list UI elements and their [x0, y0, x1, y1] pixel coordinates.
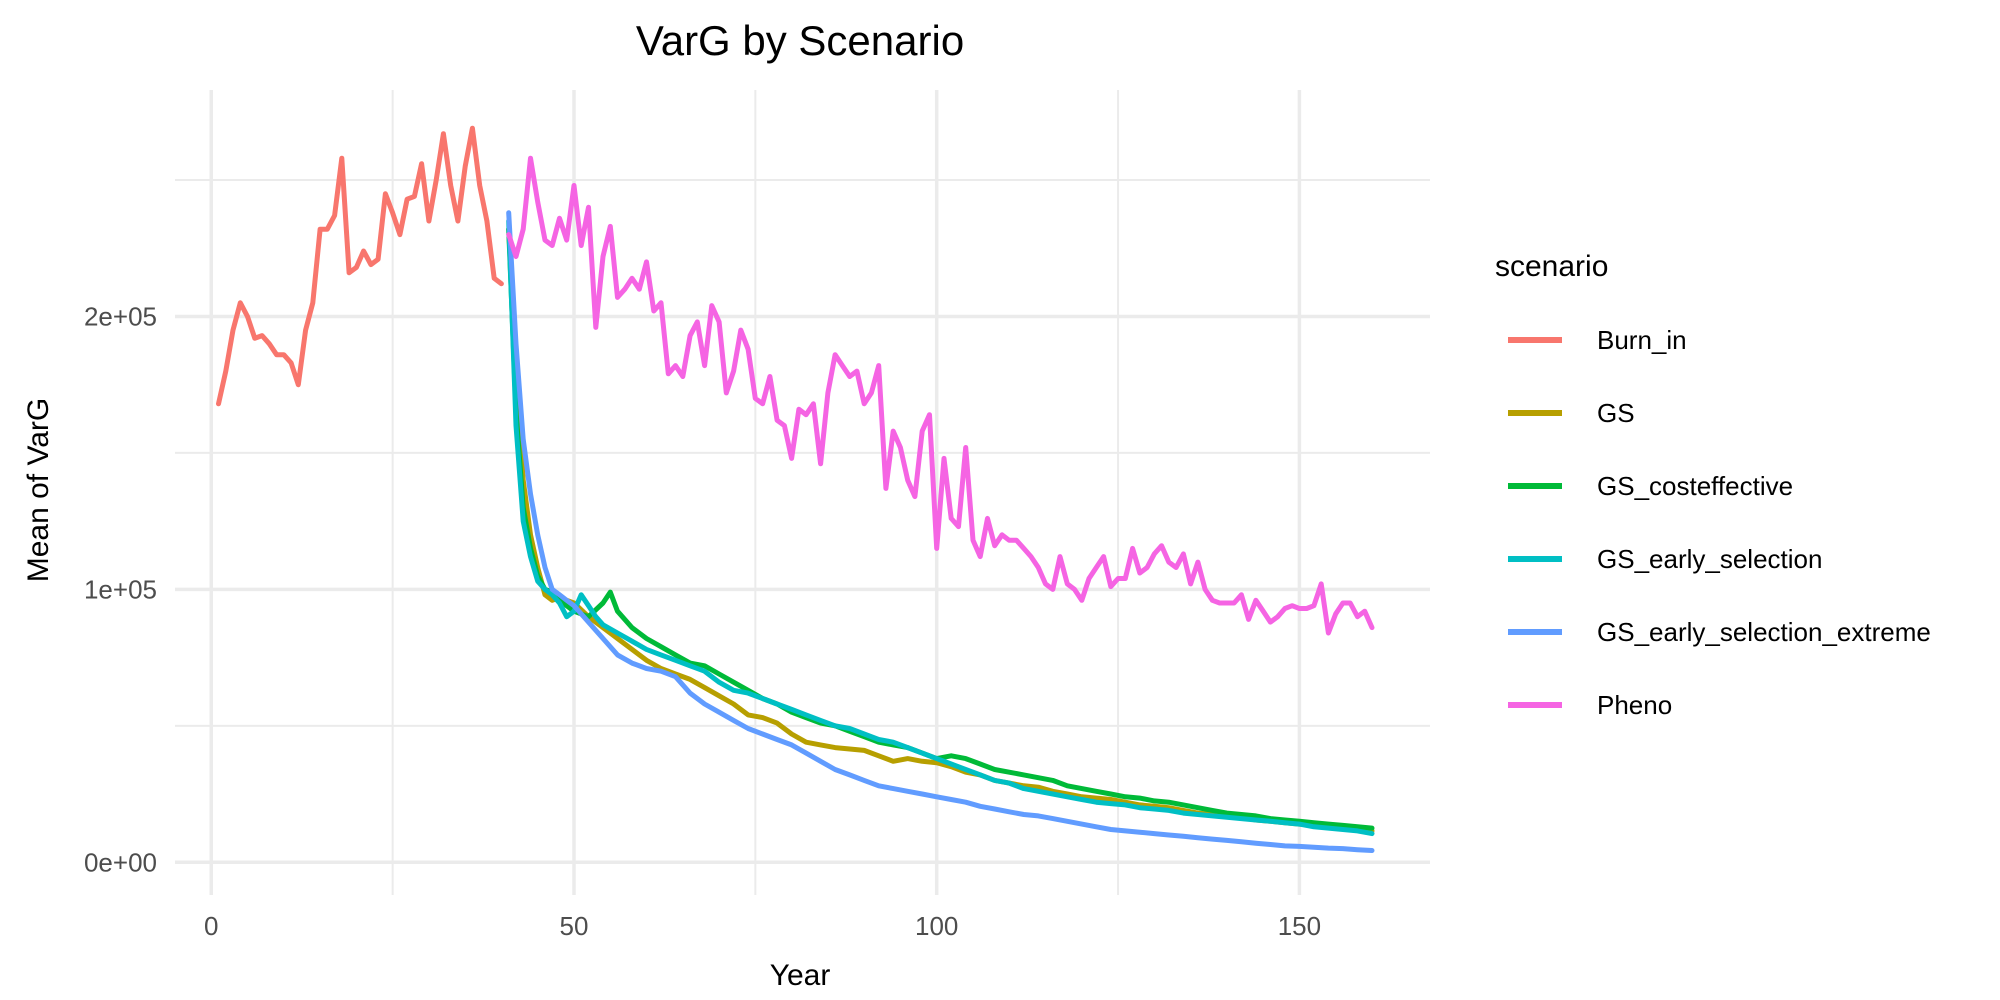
major-gridlines — [175, 90, 1430, 895]
x-tick-label: 100 — [915, 911, 958, 941]
legend: scenario Burn_in GS GS_costeffective GS_ear… — [1495, 250, 1931, 720]
legend-label: Pheno — [1597, 690, 1672, 720]
x-tick-label: 50 — [560, 911, 589, 941]
series-line-pheno — [506, 155, 1375, 636]
legend-label: GS_early_selection_extreme — [1597, 617, 1931, 647]
x-tick-label: 0 — [204, 911, 218, 941]
series-line-gs-early-selection-extreme — [506, 210, 1375, 853]
legend-label: GS_costeffective — [1597, 471, 1793, 501]
x-tick-label: 150 — [1278, 911, 1321, 941]
legend-label: GS — [1597, 398, 1635, 428]
y-tick-label: 1e+05 — [84, 574, 157, 604]
y-tick-label: 2e+05 — [84, 301, 157, 331]
legend-items: Burn_in GS GS_costeffective GS_early_select… — [1508, 325, 1931, 720]
y-tick-labels: 0e+00 1e+05 2e+05 — [84, 301, 157, 877]
x-tick-labels: 0 50 100 150 — [204, 911, 1321, 941]
y-axis-title: Mean of VarG — [22, 398, 55, 583]
series-line-gs-early-selection — [506, 218, 1375, 837]
legend-label: GS_early_selection — [1597, 544, 1822, 574]
x-axis-title: Year — [770, 959, 831, 992]
chart-title: VarG by Scenario — [636, 17, 964, 64]
legend-title: scenario — [1495, 250, 1608, 283]
series-lines — [216, 125, 1375, 853]
y-tick-label: 0e+00 — [84, 847, 157, 877]
minor-gridlines — [175, 90, 1430, 895]
legend-label: Burn_in — [1597, 325, 1687, 355]
series-line-burn-in — [216, 125, 504, 407]
